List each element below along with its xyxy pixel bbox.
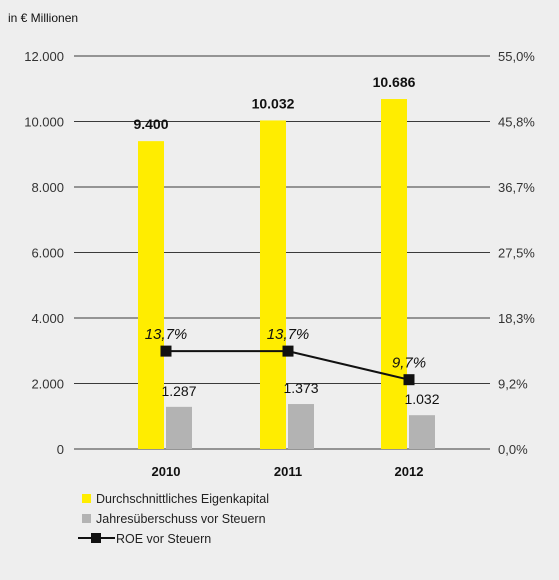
legend-swatch-eigenkapital bbox=[82, 494, 91, 503]
y-left-tick-label: 2.000 bbox=[31, 377, 64, 392]
y-right-tick-label: 55,0% bbox=[498, 49, 535, 64]
y-left-tick-label: 4.000 bbox=[31, 311, 64, 326]
bar-jahresueberschuss bbox=[288, 404, 314, 449]
y-right-tick-label: 0,0% bbox=[498, 442, 528, 457]
y-right-axis: 0,0% 9,2% 18,3% 27,5% 36,7% 45,8% 55,0% bbox=[498, 49, 535, 457]
x-axis: 2010 2011 2012 bbox=[152, 464, 424, 479]
roe-marker bbox=[160, 345, 172, 357]
data-label-jahresueberschuss: 1.287 bbox=[161, 383, 196, 399]
legend: Durchschnittliches Eigenkapital Jahresübe… bbox=[78, 492, 269, 546]
legend-marker-roe bbox=[91, 533, 101, 543]
data-label-eigenkapital: 10.686 bbox=[373, 74, 416, 90]
roe-data-label: 13,7% bbox=[145, 326, 188, 343]
y-left-tick-label: 6.000 bbox=[31, 246, 64, 261]
roe-marker bbox=[282, 345, 294, 357]
roe-data-label: 9,7% bbox=[392, 355, 426, 372]
bar-eigenkapital bbox=[381, 99, 407, 449]
legend-swatch-jahresueberschuss bbox=[82, 514, 91, 523]
data-label-eigenkapital: 10.032 bbox=[252, 95, 295, 111]
y-right-tick-label: 27,5% bbox=[498, 246, 535, 261]
x-tick-label: 2012 bbox=[395, 464, 424, 479]
x-tick-label: 2011 bbox=[274, 464, 302, 479]
bar-eigenkapital bbox=[260, 120, 286, 450]
bar-jahresueberschuss bbox=[409, 415, 435, 449]
legend-label-eigenkapital: Durchschnittliches Eigenkapital bbox=[96, 492, 269, 506]
y-left-tick-label: 12.000 bbox=[24, 49, 64, 64]
roe-marker bbox=[403, 374, 415, 386]
y-left-axis: 0 2.000 4.000 6.000 8.000 10.000 12.000 bbox=[24, 49, 64, 457]
data-label-eigenkapital: 9.400 bbox=[133, 116, 168, 132]
roe-data-label: 13,7% bbox=[267, 326, 310, 343]
y-right-tick-label: 45,8% bbox=[498, 115, 535, 130]
legend-label-jahresueberschuss: Jahresüberschuss vor Steuern bbox=[96, 512, 266, 526]
bar-jahresueberschuss bbox=[166, 406, 192, 449]
data-label-jahresueberschuss: 1.032 bbox=[404, 391, 439, 407]
y-left-tick-label: 8.000 bbox=[31, 180, 64, 195]
y-left-tick-label: 0 bbox=[57, 442, 64, 457]
data-label-jahresueberschuss: 1.373 bbox=[283, 380, 318, 396]
roe-line: 13,7% 13,7% 9,7% bbox=[145, 326, 426, 386]
bar-eigenkapital bbox=[138, 141, 164, 449]
legend-label-roe: ROE vor Steuern bbox=[116, 532, 211, 546]
y-right-tick-label: 36,7% bbox=[498, 180, 535, 195]
x-tick-label: 2010 bbox=[152, 464, 181, 479]
y-right-tick-label: 9,2% bbox=[498, 377, 528, 392]
bars: 9.400 1.287 10.032 1.373 10.686 1.032 bbox=[133, 74, 440, 450]
y-left-tick-label: 10.000 bbox=[24, 115, 64, 130]
y-right-tick-label: 18,3% bbox=[498, 311, 535, 326]
unit-label: in € Millionen bbox=[8, 11, 78, 25]
